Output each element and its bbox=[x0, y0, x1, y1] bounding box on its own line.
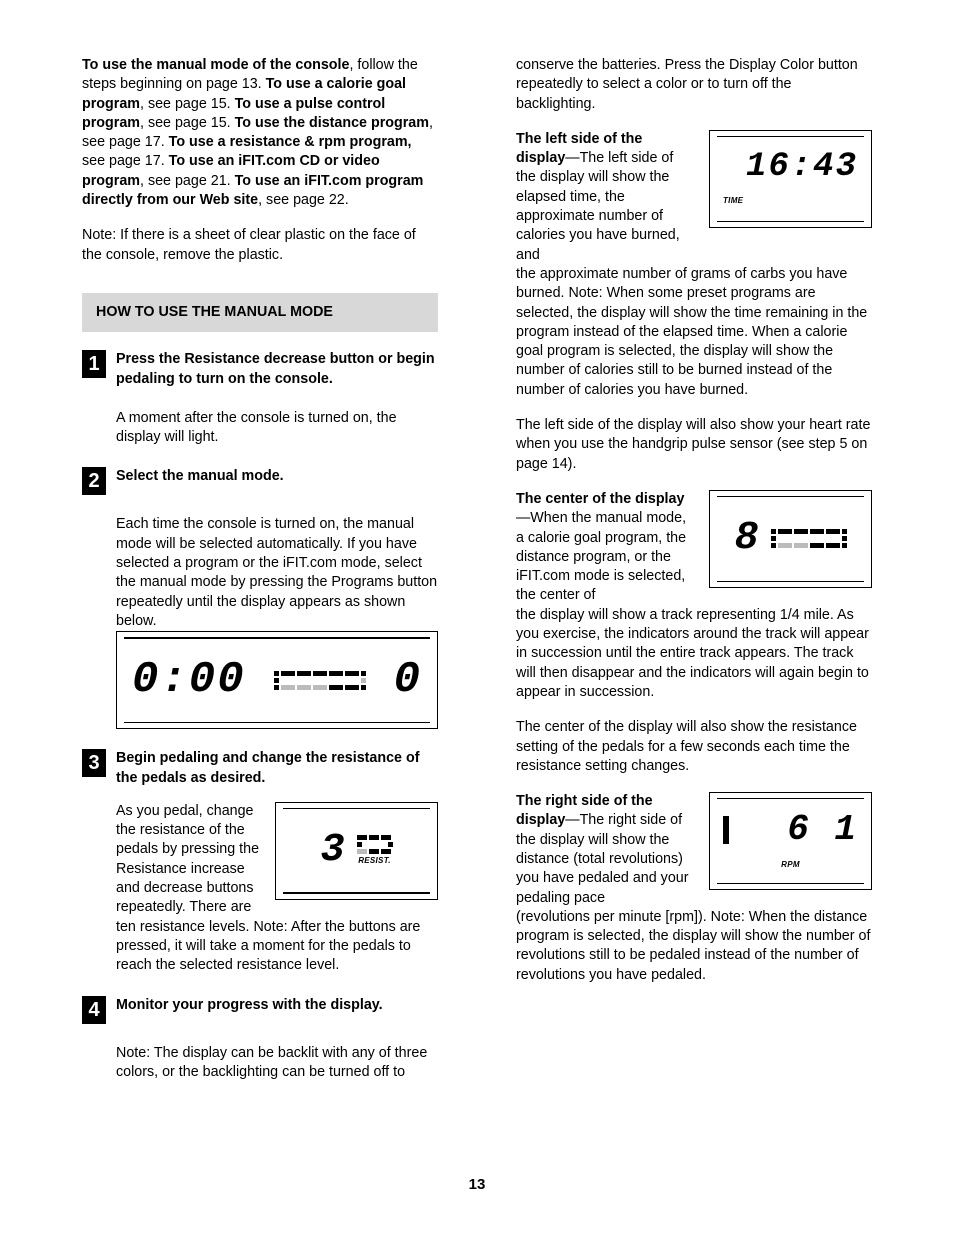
step-3-inline-text: As you pedal, change the resistance of t… bbox=[116, 802, 261, 918]
step-3: 3 Begin pedaling and change the resistan… bbox=[82, 749, 438, 788]
step-1: 1 Press the Resistance decrease button o… bbox=[82, 350, 438, 389]
intro-paragraph: To use the manual mode of the console, f… bbox=[82, 56, 438, 210]
display-center-p2: The center of the display will also show… bbox=[516, 718, 872, 776]
right-column: conserve the batteries. Press the Displa… bbox=[482, 56, 872, 1082]
display-left-lead: The left side of the display—The left si… bbox=[516, 130, 695, 265]
left-column: To use the manual mode of the console, f… bbox=[82, 56, 438, 1082]
lcd-main-right-digit: 0 bbox=[394, 658, 422, 702]
step-2-body: Each time the console is turned on, the … bbox=[116, 515, 438, 631]
lcd-center: 8 bbox=[709, 490, 872, 588]
display-right-lead: The right side of the display—The right … bbox=[516, 792, 695, 908]
step-badge-3: 3 bbox=[82, 749, 106, 777]
display-right-after: (revolutions per minute [rpm]). Note: Wh… bbox=[516, 908, 872, 985]
rpm-bar-icon bbox=[723, 816, 729, 844]
display-left-lead-rest: —The left side of the display will show … bbox=[516, 150, 680, 262]
lcd-rpm-label: RPM bbox=[781, 860, 800, 871]
step-3-title: Begin pedaling and change the resistance… bbox=[116, 749, 438, 788]
display-left-block: The left side of the display—The left si… bbox=[516, 130, 872, 265]
display-right-block: The right side of the display—The right … bbox=[516, 792, 872, 908]
lcd-rpm-digits: 6 1 bbox=[787, 812, 858, 848]
step-2: 2 Select the manual mode. bbox=[82, 467, 438, 495]
display-center-after: the display will show a track representi… bbox=[516, 606, 872, 702]
display-center-lead-rest: —When the manual mode, a calorie goal pr… bbox=[516, 510, 686, 603]
lcd-resist: 3 RESIST. bbox=[275, 802, 438, 900]
intro-note: Note: If there is a sheet of clear plast… bbox=[82, 226, 438, 265]
step-4-title: Monitor your progress with the display. bbox=[116, 996, 438, 1015]
display-left-p2: The left side of the display will also s… bbox=[516, 416, 872, 474]
center-track-icon bbox=[771, 529, 847, 548]
step-4-body: Note: The display can be backlit with an… bbox=[116, 1044, 438, 1083]
page: To use the manual mode of the console, f… bbox=[0, 0, 954, 1235]
resist-track-icon bbox=[357, 835, 393, 854]
step-badge-1: 1 bbox=[82, 350, 106, 378]
page-number: 13 bbox=[0, 1176, 954, 1193]
lcd-main-left-digits: 0:00 bbox=[132, 658, 246, 702]
display-center-block: The center of the display —When the manua… bbox=[516, 490, 872, 606]
step-badge-2: 2 bbox=[82, 467, 106, 495]
step-1-body: A moment after the console is turned on,… bbox=[116, 409, 438, 448]
step-3-inline: As you pedal, change the resistance of t… bbox=[116, 802, 438, 918]
lcd-center-digit: 8 bbox=[734, 519, 760, 559]
display-left-after: the approximate number of grams of carbs… bbox=[516, 265, 872, 400]
step-4: 4 Monitor your progress with the display… bbox=[82, 996, 438, 1024]
section-header-manual-mode: HOW TO USE THE MANUAL MODE bbox=[82, 293, 438, 332]
right-p1: conserve the batteries. Press the Displa… bbox=[516, 56, 872, 114]
lcd-time-digits: 16:43 bbox=[746, 150, 858, 184]
step-2-title: Select the manual mode. bbox=[116, 467, 438, 486]
lcd-main-display: 0:00 0 bbox=[116, 631, 438, 729]
track-icon bbox=[274, 671, 366, 690]
display-center-lead-bold: The center of the display bbox=[516, 491, 684, 507]
step-3-after: ten resistance levels. Note: After the b… bbox=[116, 918, 438, 976]
columns: To use the manual mode of the console, f… bbox=[82, 56, 872, 1082]
lcd-time: 16:43 TIME bbox=[709, 130, 872, 228]
lcd-resist-label: RESIST. bbox=[358, 856, 391, 867]
step-badge-4: 4 bbox=[82, 996, 106, 1024]
step-1-title: Press the Resistance decrease button or … bbox=[116, 350, 438, 389]
lcd-resist-digit: 3 bbox=[320, 831, 346, 871]
display-center-lead: The center of the display —When the manua… bbox=[516, 490, 695, 606]
lcd-time-label: TIME bbox=[723, 196, 743, 207]
lcd-rpm: 6 1 RPM bbox=[709, 792, 872, 890]
